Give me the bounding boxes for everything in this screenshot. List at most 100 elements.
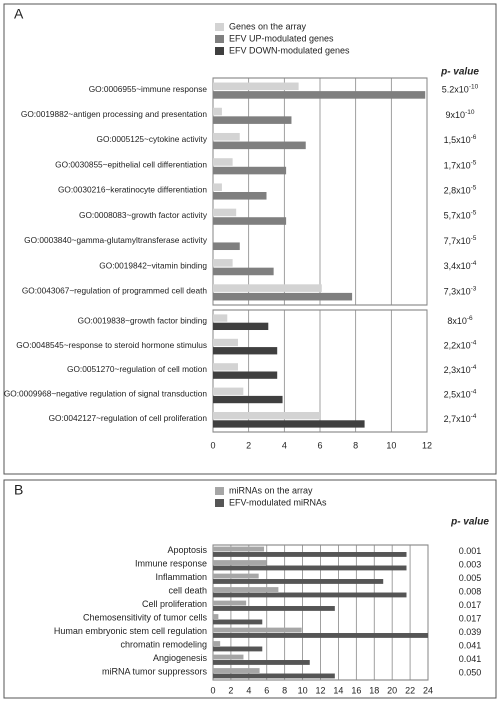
- panel-frame: [3, 479, 497, 699]
- legend-swatch: [215, 23, 224, 31]
- p-value: 0.017: [459, 600, 482, 610]
- bar: [213, 284, 322, 292]
- p-value-base: 1,5x10: [444, 135, 471, 145]
- panel-frame: [3, 3, 497, 475]
- x-tick-label: 4: [282, 440, 287, 450]
- bar: [213, 633, 428, 638]
- x-tick-label: 8: [282, 685, 287, 695]
- p-value-base: 1,7x10: [444, 161, 471, 171]
- x-tick-label: 12: [422, 440, 432, 450]
- p-value-base: 3,4x10: [444, 262, 471, 272]
- bar: [213, 314, 228, 322]
- category-label: Inflammation: [155, 572, 207, 582]
- p-value: 0.003: [459, 560, 482, 570]
- bar: [213, 565, 407, 571]
- p-value: 2,2x10-4: [444, 339, 477, 351]
- legend-label: Genes on the array: [229, 21, 307, 31]
- bar: [213, 579, 384, 584]
- p-value: 1,5x10-6: [444, 134, 477, 146]
- p-value-exponent: -4: [471, 339, 477, 346]
- legend-swatch: [215, 35, 224, 43]
- p-value: 0.041: [459, 654, 482, 664]
- bar: [213, 668, 260, 673]
- bar: [213, 91, 426, 99]
- p-value: 9x10-10: [446, 109, 475, 121]
- p-value: 2,7x10-4: [444, 413, 477, 425]
- p-value-exponent: -10: [469, 83, 479, 90]
- bar: [213, 107, 222, 116]
- p-value-exponent: -10: [465, 109, 475, 116]
- p-value: 8x10-6: [447, 315, 473, 327]
- category-label: Immune response: [135, 559, 207, 569]
- x-tick-label: 0: [210, 440, 215, 450]
- legend-swatch: [215, 47, 224, 55]
- p-value-header: p- value: [440, 67, 479, 78]
- bar: [213, 158, 233, 166]
- legend-label: EFV-modulated miRNAs: [229, 497, 327, 507]
- category-label: GO:0019838~growth factor binding: [78, 315, 208, 325]
- p-value: 0.001: [459, 546, 482, 556]
- bar: [213, 217, 287, 225]
- p-value-base: 2,5x10: [444, 390, 471, 400]
- category-label: GO:0019842~vitamin binding: [99, 260, 207, 270]
- category-label: chromatin remodeling: [120, 640, 207, 650]
- bar: [213, 387, 244, 395]
- p-value: 0.008: [459, 587, 482, 597]
- category-label: GO:0005125~cytokine activity: [97, 134, 208, 144]
- p-value: 5,7x10-5: [444, 209, 477, 221]
- x-tick-label: 2: [228, 685, 233, 695]
- bar: [213, 600, 247, 606]
- bar: [213, 627, 302, 633]
- p-value: 0.039: [459, 627, 482, 637]
- bar: [213, 347, 278, 355]
- x-tick-label: 8: [353, 440, 358, 450]
- bar: [213, 673, 335, 679]
- legend-label: EFV UP-modulated genes: [229, 33, 334, 43]
- bar: [213, 292, 353, 301]
- x-tick-label: 6: [317, 440, 322, 450]
- panel-label: A: [14, 6, 24, 22]
- category-label: GO:0042127~regulation of cell proliferat…: [49, 413, 208, 423]
- category-label: GO:0051270~regulation of cell motion: [67, 364, 207, 374]
- bar: [213, 420, 365, 428]
- category-label: Chemosensitivity of tumor cells: [83, 613, 208, 623]
- p-value: 5.2x10-10: [442, 83, 479, 95]
- category-label: GO:0006955~immune response: [89, 84, 208, 94]
- category-label: Apoptosis: [167, 545, 207, 555]
- p-value-base: 7,7x10: [444, 236, 471, 246]
- bar: [213, 546, 265, 552]
- x-tick-label: 2: [246, 440, 251, 450]
- p-value: 2,5x10-4: [444, 388, 477, 400]
- p-value-exponent: -4: [471, 388, 477, 395]
- category-label: Cell proliferation: [142, 599, 207, 609]
- bar: [213, 646, 263, 652]
- category-label: GO:0030855~epithelial cell differentiati…: [55, 159, 207, 169]
- bar: [213, 208, 237, 217]
- category-label: GO:0009968~negative regulation of signal…: [4, 389, 208, 399]
- x-tick-label: 22: [405, 685, 415, 695]
- category-label: Human embryonic stem cell regulation: [54, 626, 207, 636]
- bar: [213, 183, 222, 191]
- p-value: 2,8x10-5: [444, 184, 477, 196]
- x-tick-label: 12: [315, 685, 325, 695]
- category-label: Angiogenesis: [153, 653, 208, 663]
- x-tick-label: 10: [386, 440, 396, 450]
- bar: [213, 654, 244, 660]
- p-value: 3,4x10-4: [444, 260, 477, 272]
- x-tick-label: 6: [264, 685, 269, 695]
- bar: [213, 395, 283, 404]
- p-value: 0.017: [459, 614, 482, 624]
- category-label: GO:0019882~antigen processing and presen…: [21, 109, 208, 119]
- category-label: GO:0030216~keratinocyte differentiation: [58, 185, 207, 195]
- bar: [213, 587, 279, 592]
- x-tick-label: 16: [351, 685, 361, 695]
- p-value-base: 9x10: [446, 110, 466, 120]
- p-value-exponent: -3: [471, 285, 477, 292]
- p-value: 0.005: [459, 573, 482, 583]
- bar: [213, 552, 407, 557]
- bar: [213, 363, 238, 371]
- p-value-exponent: -5: [471, 159, 477, 166]
- bar: [213, 614, 219, 619]
- p-value-exponent: -6: [467, 315, 473, 322]
